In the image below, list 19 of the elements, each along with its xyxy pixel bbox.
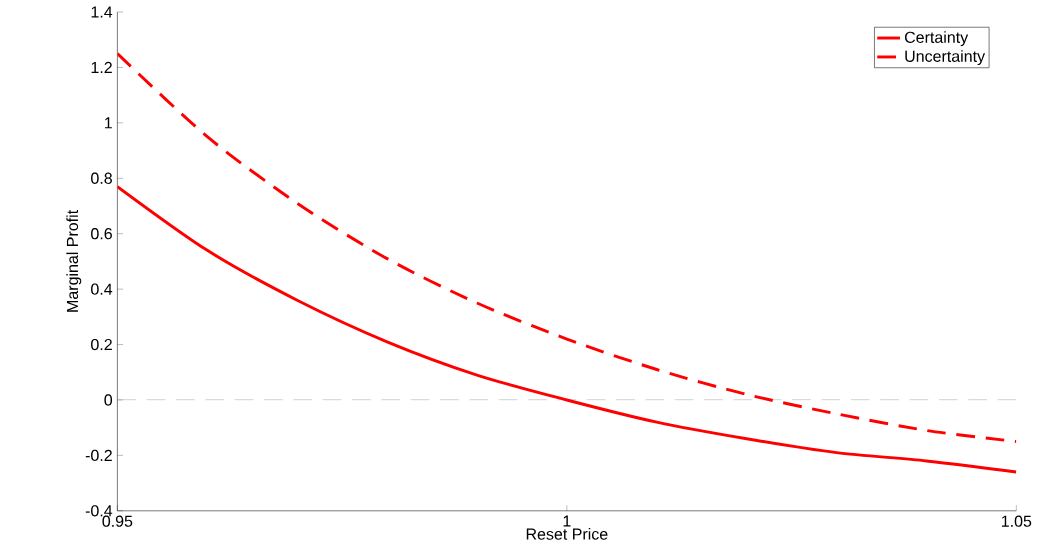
y-tick-label: 1.4 — [91, 6, 113, 18]
x-tick-label: 1 — [563, 515, 571, 527]
y-tick-label: 0 — [104, 394, 113, 406]
x-tick-label: 1.05 — [1001, 515, 1032, 528]
legend-label: Certainty — [904, 31, 969, 47]
line-series — [117, 185, 1017, 474]
y-tick-label: 0.4 — [91, 283, 113, 296]
y-tick-label: 0.8 — [91, 172, 112, 185]
y-tick-label: 0.2 — [91, 339, 112, 351]
y-tick-label: 0.6 — [91, 228, 112, 240]
y-tick-label: -0.2 — [85, 449, 112, 462]
x-tick-label: 0.95 — [102, 515, 133, 528]
y-tick-label: -0.4 — [85, 505, 113, 517]
line-series — [117, 52, 1017, 444]
y-tick-label: 1 — [104, 117, 112, 129]
y-tick-label: 1.2 — [91, 62, 112, 74]
y-axis-title: Marginal Profit — [66, 210, 82, 312]
legend-label: Uncertainty — [905, 50, 986, 66]
x-axis-title: Reset Price — [526, 528, 608, 541]
